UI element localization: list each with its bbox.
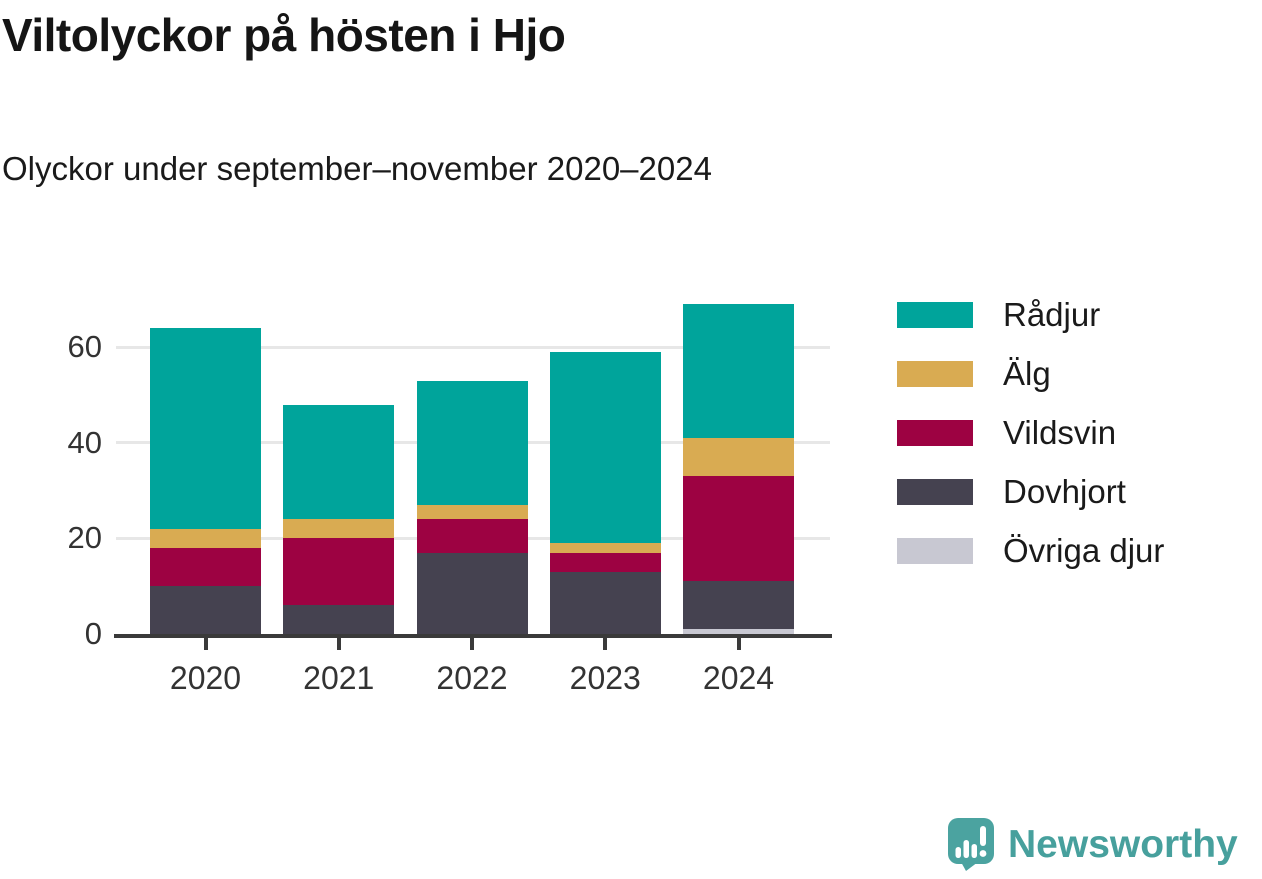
bar-segment-2021 — [283, 404, 395, 520]
legend-swatch — [897, 538, 973, 564]
x-axis-tick — [603, 638, 608, 650]
bar-segment-2023 — [549, 543, 661, 553]
legend: Rådjur Älg Vildsvin Dovhjort Övriga djur — [897, 296, 1164, 597]
x-axis-line — [114, 634, 832, 638]
y-axis-tick-label: 40 — [67, 424, 102, 460]
legend-item: Rådjur — [897, 296, 1164, 333]
legend-swatch — [897, 361, 973, 387]
y-axis-tick-label: 20 — [67, 520, 102, 556]
bar-segment-2024 — [683, 304, 794, 439]
bar-segment-2020 — [150, 548, 261, 587]
x-axis-tick-label: 2020 — [169, 660, 242, 696]
legend-item: Dovhjort — [897, 473, 1164, 510]
bar-segment-2024 — [683, 476, 794, 582]
legend-label: Vildsvin — [1003, 414, 1117, 451]
newsworthy-logo-icon — [948, 818, 994, 871]
plot-area: 2020 2021 2022 2023 2024 — [114, 290, 832, 696]
bar-segment-2023 — [549, 352, 661, 544]
bar-segment-2021 — [283, 519, 395, 539]
x-axis-tick-label: 2022 — [436, 660, 508, 696]
bar-segment-2023 — [549, 571, 661, 634]
legend-label: Rådjur — [1003, 296, 1101, 333]
bar-segment-2020 — [150, 328, 261, 529]
bar-segment-2022 — [416, 380, 528, 505]
legend-label: Dovhjort — [1003, 473, 1126, 510]
x-axis-tick-label: 2021 — [303, 660, 375, 696]
y-axis-tick-label: 60 — [67, 329, 102, 365]
legend-swatch — [897, 302, 973, 328]
bar-segment-2022 — [416, 505, 528, 520]
bar-segment-2021 — [283, 605, 395, 634]
legend-swatch — [897, 420, 973, 446]
newsworthy-logo[interactable]: Newsworthy — [948, 818, 1238, 871]
legend-swatch — [897, 479, 973, 505]
chart-area: 2020 2021 2022 2023 2024 0 20 40 60 — [0, 290, 1262, 696]
bar-segment-2022 — [416, 519, 528, 553]
x-axis-tick-label: 2023 — [569, 660, 641, 696]
x-axis-tick — [736, 638, 741, 650]
bar-segment-2024 — [683, 581, 794, 630]
legend-item: Älg — [897, 355, 1164, 392]
bar-segment-2024 — [683, 629, 794, 634]
bar-segment-2023 — [549, 552, 661, 572]
chart-subtitle: Olyckor under september–november 2020–20… — [2, 150, 712, 187]
bar-segment-2022 — [416, 552, 528, 634]
bar-segment-2024 — [683, 438, 794, 477]
brand-name: Newsworthy — [1008, 823, 1238, 866]
legend-item: Vildsvin — [897, 414, 1164, 451]
x-axis-tick-label: 2024 — [702, 660, 775, 696]
bar-segment-2020 — [150, 528, 261, 548]
legend-label: Älg — [1003, 355, 1051, 392]
bar-segment-2020 — [150, 586, 261, 634]
gridline-y-60 — [116, 345, 830, 349]
x-axis-tick — [203, 638, 208, 650]
legend-item: Övriga djur — [897, 532, 1164, 569]
chart-title: Viltolyckor på hösten i Hjo — [2, 9, 566, 61]
legend-label: Övriga djur — [1003, 532, 1165, 569]
bar-segment-2021 — [283, 538, 395, 606]
y-axis-tick-label: 0 — [84, 616, 102, 651]
x-axis-tick — [470, 638, 474, 650]
x-axis-tick — [336, 638, 341, 650]
